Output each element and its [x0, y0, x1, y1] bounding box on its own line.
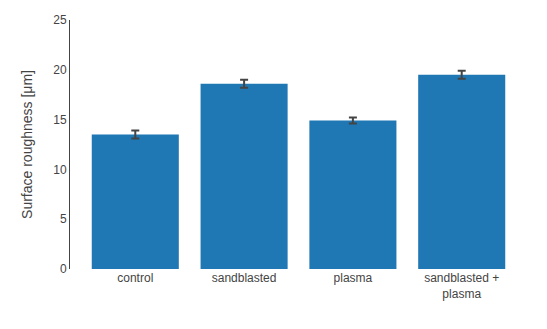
svg-text:20: 20: [53, 63, 67, 77]
svg-text:15: 15: [53, 113, 67, 127]
svg-text:sandblasted: sandblasted: [212, 271, 277, 285]
svg-text:Surface roughness [μm]: Surface roughness [μm]: [19, 70, 35, 219]
svg-text:0: 0: [60, 262, 67, 276]
svg-text:control: control: [117, 271, 153, 285]
svg-text:5: 5: [60, 212, 67, 226]
svg-text:sandblasted +plasma: sandblasted +plasma: [424, 271, 499, 301]
svg-text:10: 10: [53, 163, 67, 177]
svg-text:25: 25: [53, 13, 67, 27]
svg-text:plasma: plasma: [334, 271, 373, 285]
